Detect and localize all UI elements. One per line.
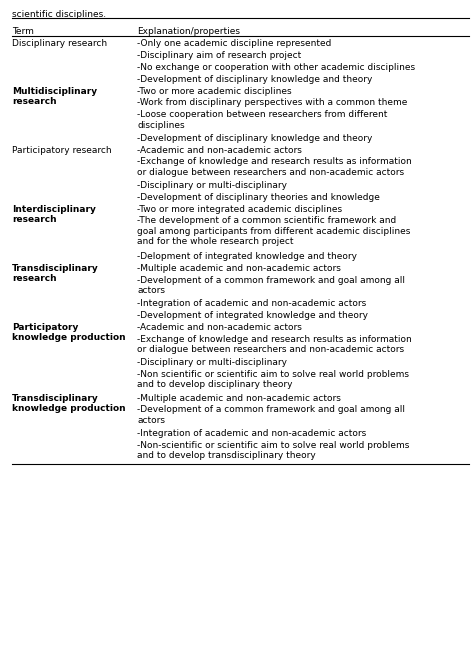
Text: -Delopment of integrated knowledge and theory: -Delopment of integrated knowledge and t… bbox=[137, 252, 357, 261]
Text: -Disciplinary or multi-disciplinary: -Disciplinary or multi-disciplinary bbox=[137, 181, 287, 190]
Text: -Loose cooperation between researchers from different
disciplines: -Loose cooperation between researchers f… bbox=[137, 110, 388, 130]
Text: -Disciplinary aim of research project: -Disciplinary aim of research project bbox=[137, 51, 302, 60]
Text: -Work from disciplinary perspectives with a common theme: -Work from disciplinary perspectives wit… bbox=[137, 98, 408, 107]
Text: -Integration of academic and non-academic actors: -Integration of academic and non-academi… bbox=[137, 429, 367, 438]
Text: -Integration of academic and non-academic actors: -Integration of academic and non-academi… bbox=[137, 299, 367, 308]
Text: Disciplinary research: Disciplinary research bbox=[12, 40, 108, 48]
Text: -Two or more integrated academic disciplines: -Two or more integrated academic discipl… bbox=[137, 204, 343, 214]
Text: -Disciplinary or multi-disciplinary: -Disciplinary or multi-disciplinary bbox=[137, 358, 287, 367]
Text: -Development of disciplinary knowledge and theory: -Development of disciplinary knowledge a… bbox=[137, 134, 373, 143]
Text: -Development of a common framework and goal among all
actors: -Development of a common framework and g… bbox=[137, 406, 405, 425]
Text: -Development of disciplinary knowledge and theory: -Development of disciplinary knowledge a… bbox=[137, 75, 373, 84]
Text: Transdisciplinary
research: Transdisciplinary research bbox=[12, 264, 99, 283]
Text: scientific disciplines.: scientific disciplines. bbox=[12, 10, 107, 20]
Text: Participatory
knowledge production: Participatory knowledge production bbox=[12, 323, 126, 342]
Text: -Non-scientific or scientific aim to solve real world problems
and to develop tr: -Non-scientific or scientific aim to sol… bbox=[137, 441, 410, 460]
Text: -Non scientific or scientific aim to solve real world problems
and to develop di: -Non scientific or scientific aim to sol… bbox=[137, 370, 410, 389]
Text: -Academic and non-academic actors: -Academic and non-academic actors bbox=[137, 323, 302, 332]
Text: Explanation/properties: Explanation/properties bbox=[137, 27, 240, 36]
Text: -Only one academic discipline represented: -Only one academic discipline represente… bbox=[137, 40, 332, 48]
Text: Term: Term bbox=[12, 27, 34, 36]
Text: Transdisciplinary
knowledge production: Transdisciplinary knowledge production bbox=[12, 394, 126, 413]
Text: -Development of a common framework and goal among all
actors: -Development of a common framework and g… bbox=[137, 275, 405, 295]
Text: -Development of integrated knowledge and theory: -Development of integrated knowledge and… bbox=[137, 311, 368, 320]
Text: -Exchange of knowledge and research results as information
or dialogue between r: -Exchange of knowledge and research resu… bbox=[137, 335, 412, 354]
Text: -Development of disciplinary theories and knowledge: -Development of disciplinary theories an… bbox=[137, 193, 380, 202]
Text: -Academic and non-academic actors: -Academic and non-academic actors bbox=[137, 146, 302, 155]
Text: Participatory research: Participatory research bbox=[12, 146, 112, 155]
Text: -No exchange or cooperation with other academic disciplines: -No exchange or cooperation with other a… bbox=[137, 63, 416, 72]
Text: -Exchange of knowledge and research results as information
or dialogue between r: -Exchange of knowledge and research resu… bbox=[137, 158, 412, 177]
Text: -Multiple academic and non-academic actors: -Multiple academic and non-academic acto… bbox=[137, 264, 341, 273]
Text: Multidisciplinary
research: Multidisciplinary research bbox=[12, 87, 98, 106]
Text: -The development of a common scientific framework and
goal among participants fr: -The development of a common scientific … bbox=[137, 217, 411, 246]
Text: -Two or more academic disciplines: -Two or more academic disciplines bbox=[137, 87, 292, 96]
Text: -Multiple academic and non-academic actors: -Multiple academic and non-academic acto… bbox=[137, 394, 341, 402]
Text: Interdisciplinary
research: Interdisciplinary research bbox=[12, 204, 96, 224]
